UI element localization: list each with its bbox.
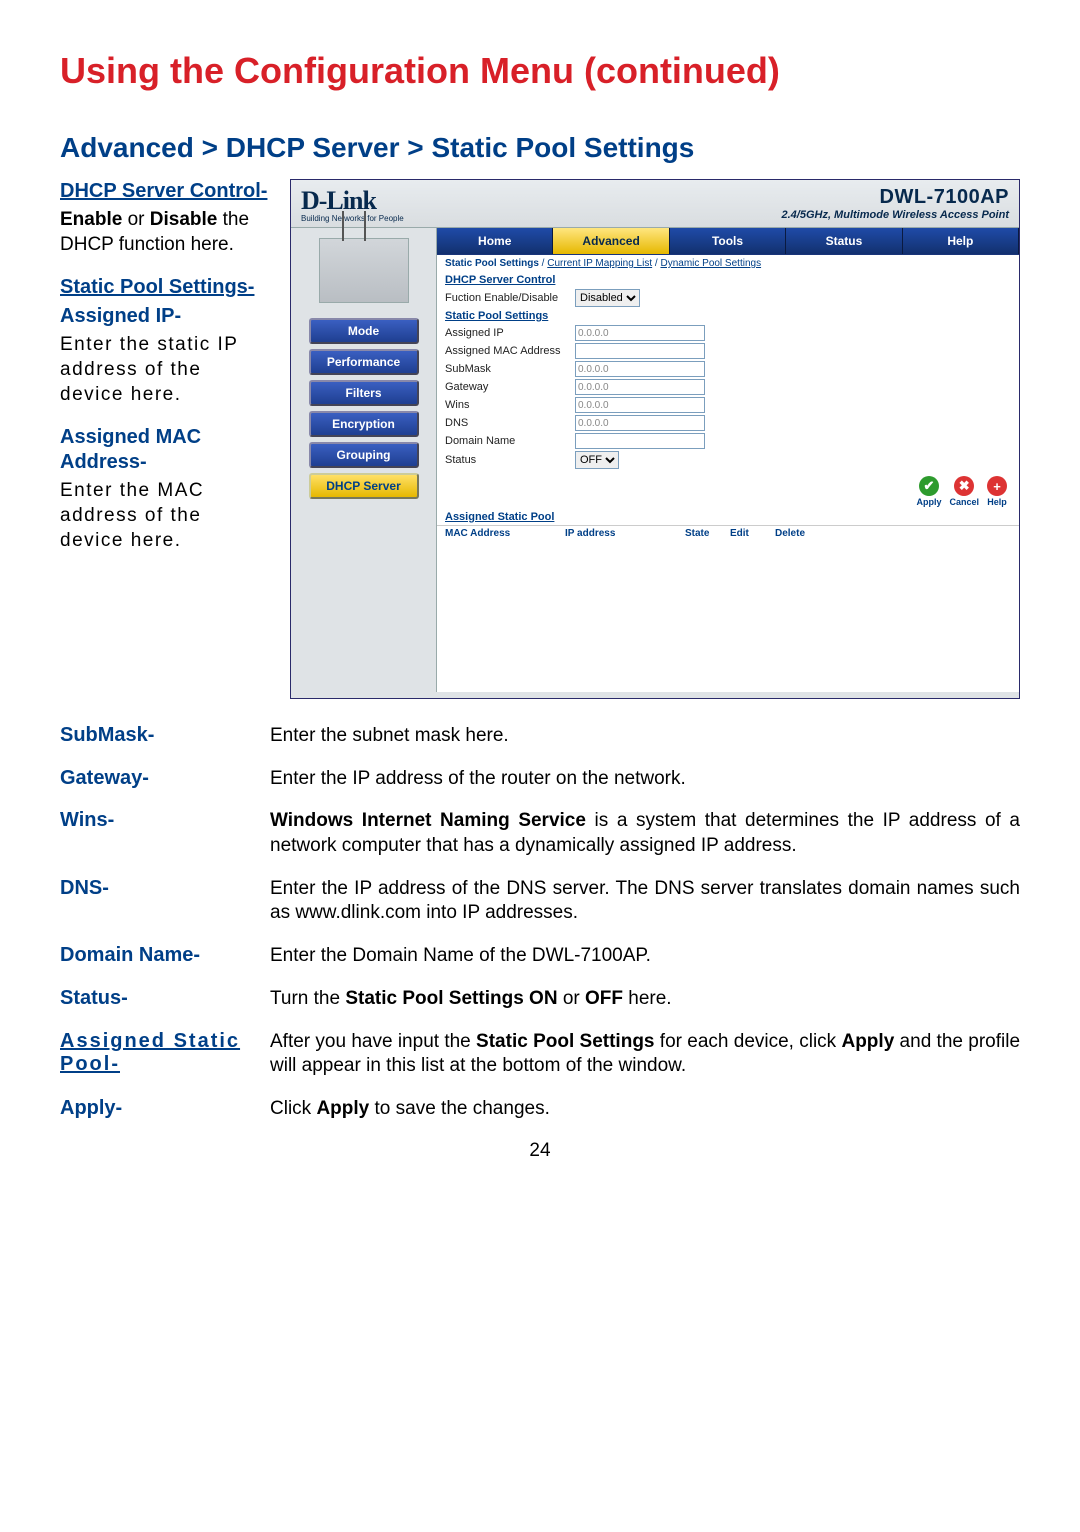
field-input-domain-name[interactable] xyxy=(575,433,705,449)
field-label: Assigned MAC Address xyxy=(445,345,575,357)
device-subtitle: 2.4/5GHz, Multimode Wireless Access Poin… xyxy=(404,209,1009,221)
col-state: State xyxy=(685,528,730,539)
status-select[interactable]: OFF xyxy=(575,451,619,469)
tab-help[interactable]: Help xyxy=(903,228,1019,254)
field-label: Assigned IP xyxy=(445,327,575,339)
col-delete: Delete xyxy=(775,528,820,539)
desc-assigned-static: After you have input the Static Pool Set… xyxy=(270,1030,1020,1079)
col-mac: MAC Address xyxy=(445,528,565,539)
dhcp-desc: Enable or Disable the DHCP function here… xyxy=(60,208,270,257)
status-label: Status xyxy=(445,454,575,466)
term-assigned-static: Assigned Static Pool- xyxy=(60,1030,270,1076)
field-input-submask[interactable] xyxy=(575,361,705,377)
term-domain: Domain Name- xyxy=(60,944,270,967)
nav-btn-mode[interactable]: Mode xyxy=(309,318,419,344)
dhcp-server-control-head: DHCP Server Control- xyxy=(60,179,270,204)
dhcp-control-title: DHCP Server Control xyxy=(437,272,1019,288)
desc-gateway: Enter the IP address of the router on th… xyxy=(270,767,1020,792)
desc-apply: Click Apply to save the changes. xyxy=(270,1097,1020,1122)
brand-logo: D-Link xyxy=(301,186,404,216)
nav-btn-encryption[interactable]: Encryption xyxy=(309,411,419,437)
assigned-mac-head: Assigned MAC Address- xyxy=(60,425,270,475)
field-input-wins[interactable] xyxy=(575,397,705,413)
field-input-assigned-mac-address[interactable] xyxy=(575,343,705,359)
nav-btn-performance[interactable]: Performance xyxy=(309,349,419,375)
field-input-gateway[interactable] xyxy=(575,379,705,395)
sublink-current: Static Pool Settings xyxy=(445,258,539,269)
enable-word: Enable xyxy=(60,209,122,230)
assigned-pool-title: Assigned Static Pool xyxy=(437,509,1019,525)
page-number: 24 xyxy=(60,1140,1020,1162)
assigned-mac-desc: Enter the MAC address of the device here… xyxy=(60,479,270,553)
static-pool-head: Static Pool Settings- xyxy=(60,275,270,300)
desc-status: Turn the Static Pool Settings ON or OFF … xyxy=(270,987,1020,1012)
field-label: Domain Name xyxy=(445,435,575,447)
disable-word: Disable xyxy=(150,209,218,230)
field-label: SubMask xyxy=(445,363,575,375)
sublink-mapping[interactable]: Current IP Mapping List xyxy=(547,258,652,269)
term-gateway: Gateway- xyxy=(60,767,270,790)
static-pool-title: Static Pool Settings xyxy=(437,308,1019,324)
pool-header-row: MAC Address IP address State Edit Delete xyxy=(437,525,1019,541)
desc-submask: Enter the subnet mask here. xyxy=(270,724,1020,749)
term-dns: DNS- xyxy=(60,877,270,900)
assigned-ip-head: Assigned IP- xyxy=(60,304,270,329)
field-label: Wins xyxy=(445,399,575,411)
field-label: DNS xyxy=(445,417,575,429)
cancel-button[interactable]: ✖Cancel xyxy=(949,476,979,507)
field-label: Gateway xyxy=(445,381,575,393)
term-submask: SubMask- xyxy=(60,724,270,747)
desc-dns: Enter the IP address of the DNS server. … xyxy=(270,877,1020,926)
side-nav: Mode Performance Filters Encryption Grouping… xyxy=(291,228,436,692)
breadcrumb: Advanced > DHCP Server > Static Pool Set… xyxy=(60,132,1020,164)
brand-tagline: Building Networks for People xyxy=(301,214,404,223)
desc-wins: Windows Internet Naming Service is a sys… xyxy=(270,809,1020,858)
router-image xyxy=(319,238,409,303)
term-wins: Wins- xyxy=(60,809,270,832)
tab-tools[interactable]: Tools xyxy=(670,228,786,254)
tab-status[interactable]: Status xyxy=(786,228,902,254)
term-apply: Apply- xyxy=(60,1097,270,1120)
tab-row: HomeAdvancedToolsStatusHelp xyxy=(437,228,1019,255)
col-ip: IP address xyxy=(565,528,685,539)
nav-btn-grouping[interactable]: Grouping xyxy=(309,442,419,468)
term-status: Status- xyxy=(60,987,270,1010)
device-model: DWL-7100AP xyxy=(404,186,1009,209)
enable-label: Fuction Enable/Disable xyxy=(445,292,575,304)
assigned-ip-desc: Enter the static IP address of the devic… xyxy=(60,333,270,407)
enable-select[interactable]: Disabled xyxy=(575,289,640,307)
nav-btn-dhcp-server[interactable]: DHCP Server xyxy=(309,473,419,499)
tab-home[interactable]: Home xyxy=(437,228,553,254)
tab-advanced[interactable]: Advanced xyxy=(553,228,669,254)
desc-domain: Enter the Domain Name of the DWL-7100AP. xyxy=(270,944,1020,969)
sublink-dynamic[interactable]: Dynamic Pool Settings xyxy=(660,258,761,269)
sublinks: Static Pool Settings / Current IP Mappin… xyxy=(437,255,1019,272)
field-input-dns[interactable] xyxy=(575,415,705,431)
col-edit: Edit xyxy=(730,528,775,539)
nav-btn-filters[interactable]: Filters xyxy=(309,380,419,406)
help-button[interactable]: +Help xyxy=(987,476,1007,507)
page-title: Using the Configuration Menu (continued) xyxy=(60,50,1020,92)
field-input-assigned-ip[interactable] xyxy=(575,325,705,341)
router-config-screenshot: D-Link Building Networks for People DWL-… xyxy=(290,179,1020,699)
apply-button[interactable]: ✔Apply xyxy=(916,476,941,507)
